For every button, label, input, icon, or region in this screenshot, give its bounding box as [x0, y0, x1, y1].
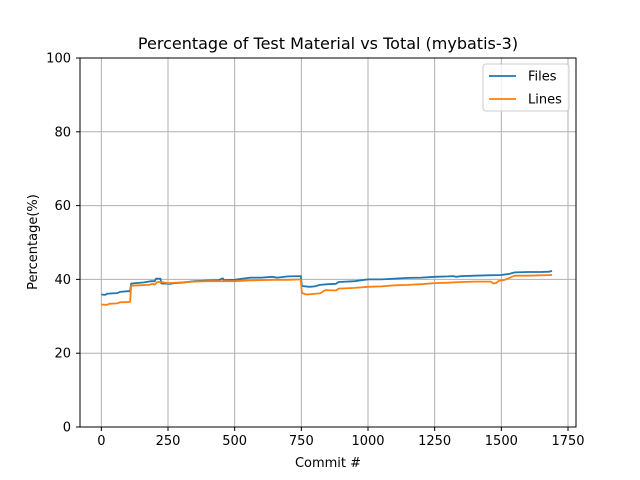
y-axis-label: Percentage(%) — [26, 194, 41, 290]
x-tick-label: 0 — [97, 434, 105, 449]
x-tick-label: 1000 — [351, 434, 384, 449]
series-line-lines — [101, 274, 553, 306]
legend: Files Lines — [482, 63, 570, 112]
x-tick-label: 500 — [222, 434, 247, 449]
x-tick-label: 1250 — [418, 434, 451, 449]
legend-label-lines: Lines — [528, 93, 562, 108]
plot-frame — [79, 57, 577, 428]
legend-label-files: Files — [528, 70, 557, 85]
y-tick-label: 80 — [54, 125, 71, 140]
x-tick-label: 1500 — [485, 434, 518, 449]
y-tick-label: 0 — [63, 421, 71, 436]
chart-title: Percentage of Test Material vs Total (my… — [138, 34, 518, 53]
series-lines — [101, 270, 553, 306]
y-tick-label: 40 — [54, 273, 71, 288]
x-axis-label: Commit # — [295, 456, 361, 471]
y-tick-label: 20 — [54, 347, 71, 362]
y-tick-label: 60 — [54, 199, 71, 214]
axis-ticks: 0 250 500 750 1000 1250 1500 1750 0 20 40 60 80 100 — [46, 52, 584, 450]
y-tick-label: 100 — [46, 52, 71, 67]
x-tick-label: 250 — [156, 434, 181, 449]
x-tick-label: 750 — [289, 434, 314, 449]
series-line-files — [101, 270, 553, 296]
grid — [80, 57, 576, 428]
x-tick-label: 1750 — [551, 434, 584, 449]
